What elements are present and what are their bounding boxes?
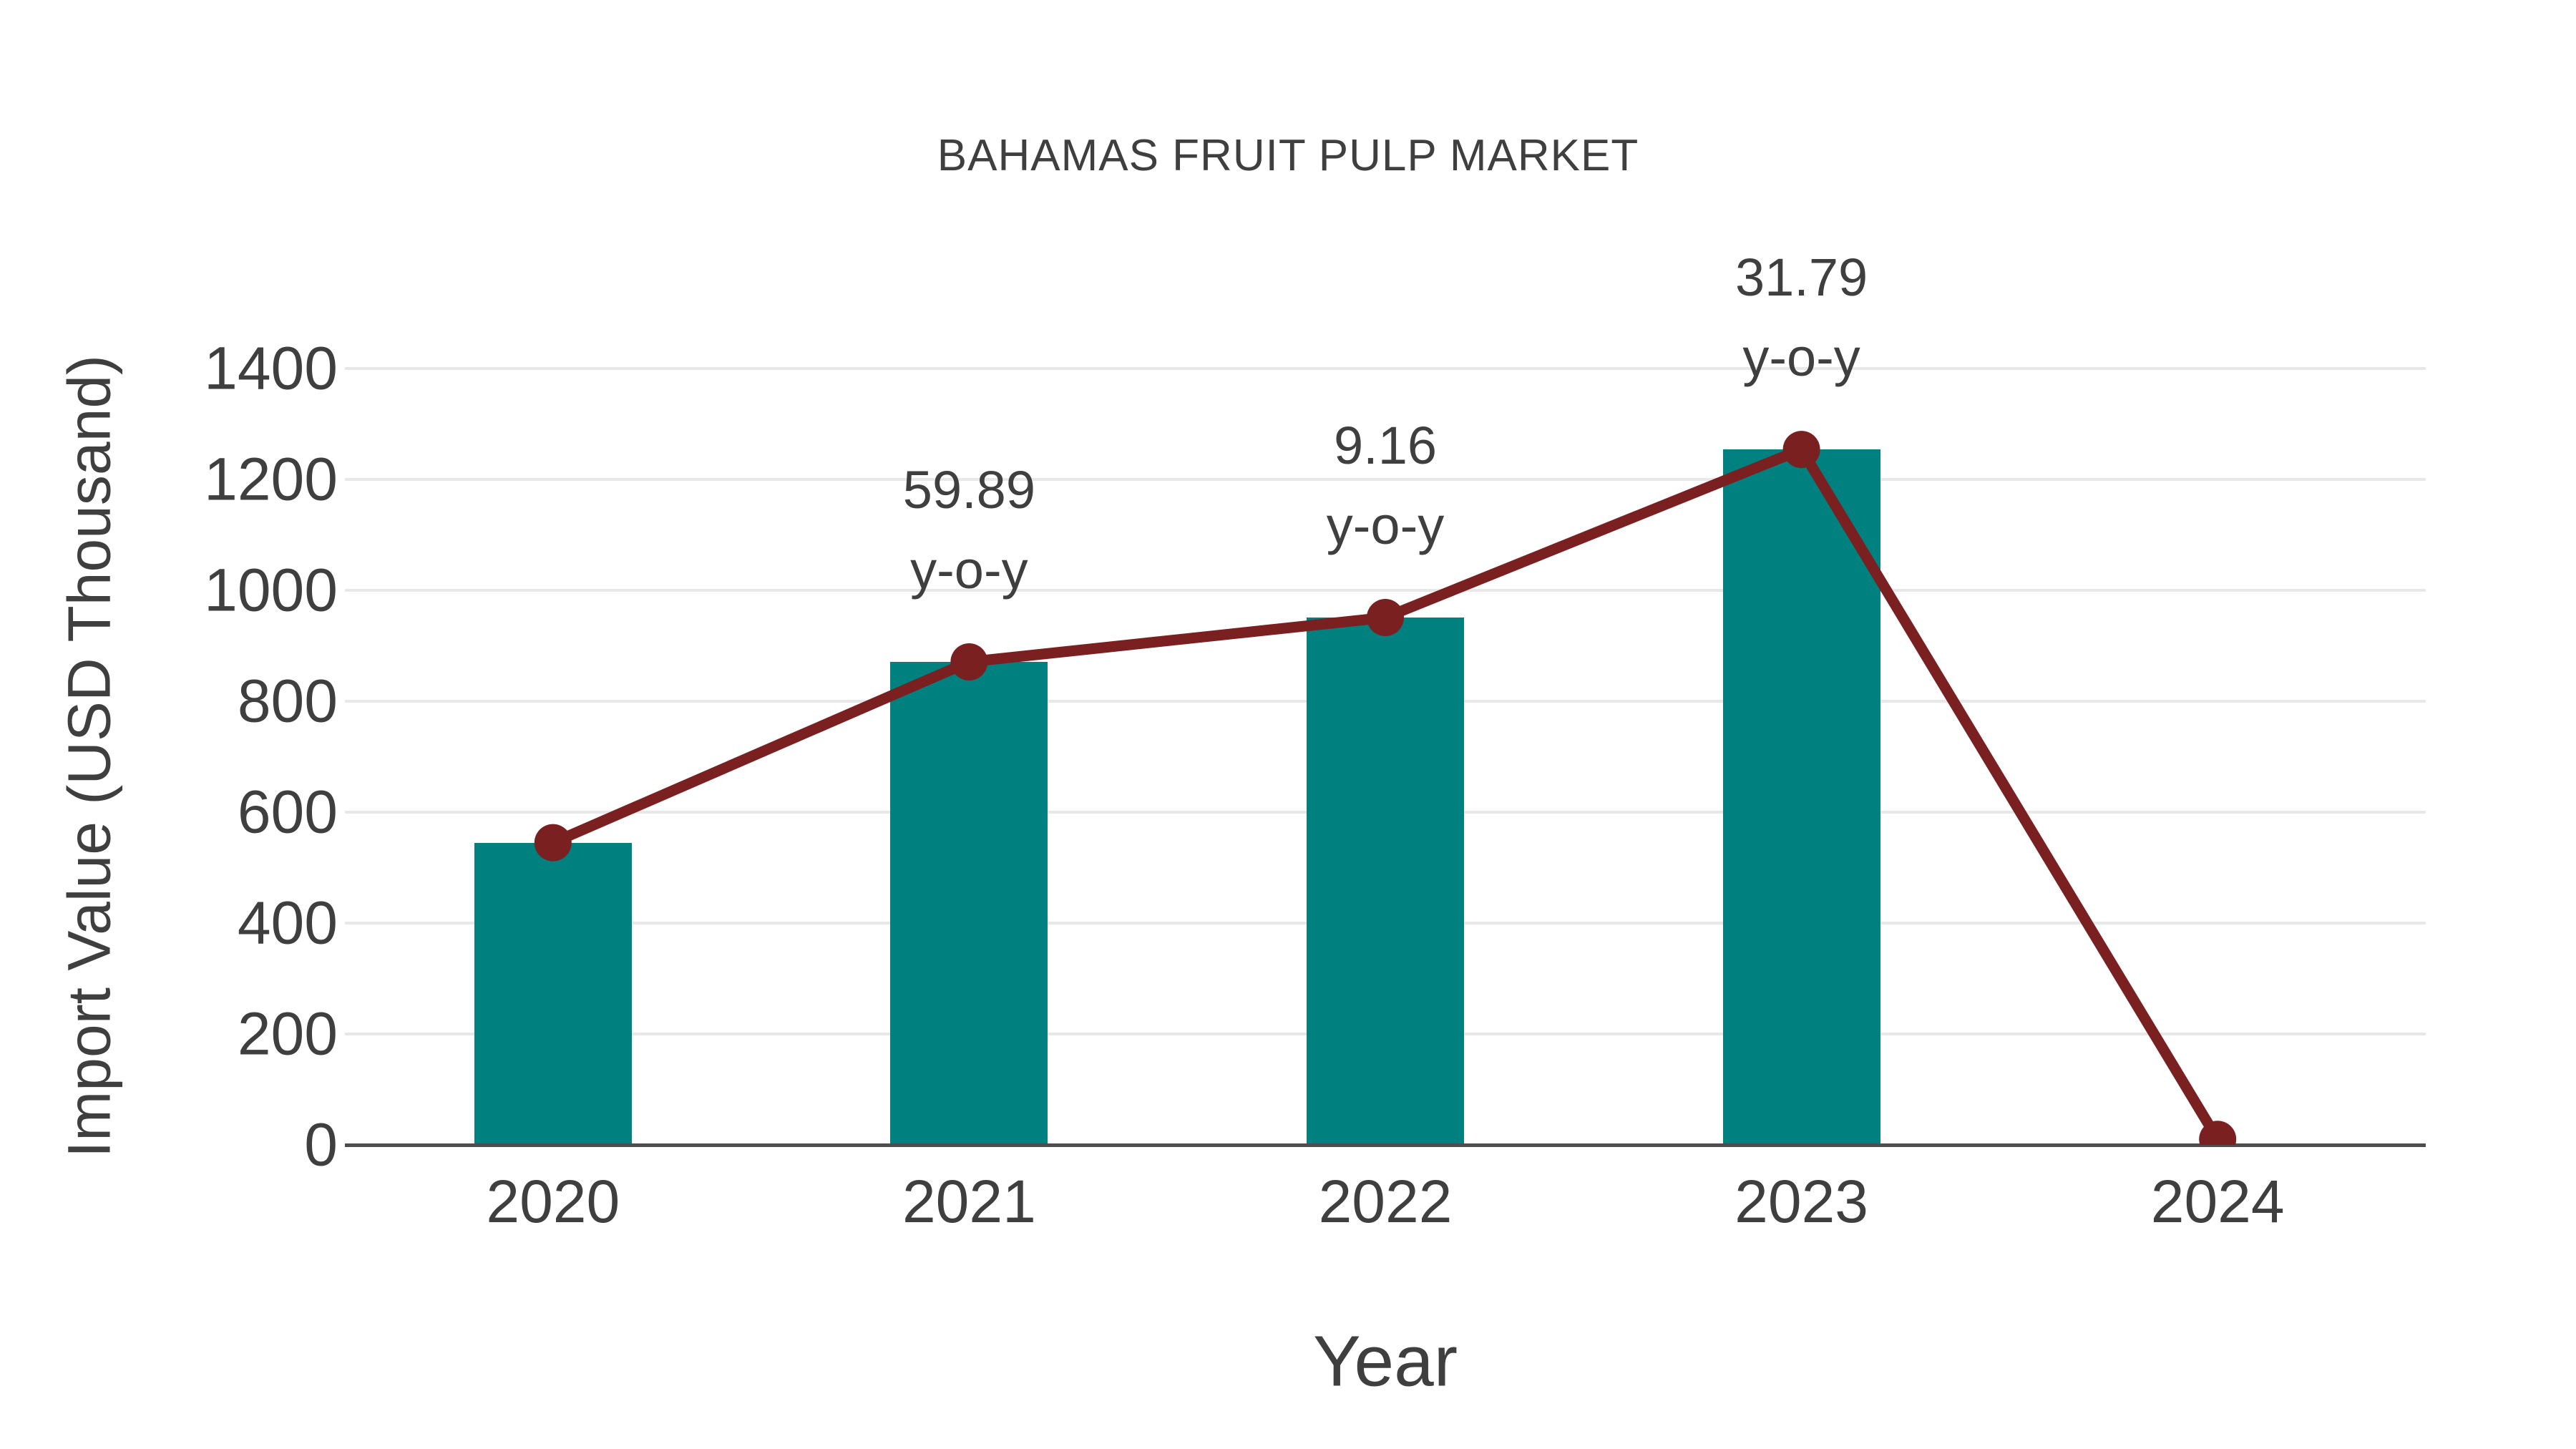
bar-2023 <box>1722 449 1880 1145</box>
x-axis-line <box>345 1143 2426 1147</box>
data-point-marker-2022 <box>1367 598 1404 636</box>
x-tick-label: 2021 <box>902 1168 1036 1235</box>
yoy-annotation-line: 59.89 <box>902 459 1035 519</box>
yoy-annotation-line: y-o-y <box>910 540 1028 600</box>
data-point-marker-2021 <box>950 643 988 680</box>
gridline <box>345 478 2426 481</box>
data-point-marker-2023 <box>1782 431 1820 469</box>
y-tick-label: 0 <box>304 1111 338 1179</box>
yoy-annotation-line: y-o-y <box>1326 495 1445 555</box>
chart-title: BAHAMAS FRUIT PULP MARKET <box>937 131 1639 180</box>
data-point-marker-2024 <box>2199 1121 2237 1145</box>
yoy-annotation-line: 9.16 <box>1333 415 1438 475</box>
y-tick-label: 200 <box>237 1000 338 1068</box>
trend-line-layer <box>534 431 2237 1145</box>
data-point-marker-2020 <box>534 824 572 862</box>
yoy-annotation-2021: 59.89 y-o-y <box>903 450 1035 610</box>
x-tick-label: 2024 <box>2150 1168 2285 1235</box>
y-tick-label: 800 <box>237 667 338 735</box>
y-tick-label: 600 <box>237 778 338 846</box>
bar-2021 <box>890 661 1048 1145</box>
y-tick-label: 1000 <box>204 556 338 624</box>
y-tick-label: 1400 <box>204 334 338 402</box>
yoy-annotation-2023: 31.79 y-o-y <box>1735 238 1868 398</box>
yoy-annotation-2022: 9.16 y-o-y <box>1327 406 1444 566</box>
gridline <box>345 589 2426 592</box>
x-axis-title: Year <box>1312 1321 1458 1402</box>
x-tick-label: 2023 <box>1735 1168 1869 1235</box>
gridline <box>345 367 2426 370</box>
bar-2020 <box>474 842 632 1145</box>
x-tick-label: 2022 <box>1318 1168 1453 1235</box>
yoy-annotation-line: y-o-y <box>1742 328 1860 388</box>
x-tick-label: 2020 <box>486 1168 620 1235</box>
y-tick-label: 400 <box>237 889 338 957</box>
y-tick-label: 1200 <box>204 445 338 513</box>
yoy-annotation-line: 31.79 <box>1735 248 1868 308</box>
bar-2022 <box>1307 617 1464 1145</box>
